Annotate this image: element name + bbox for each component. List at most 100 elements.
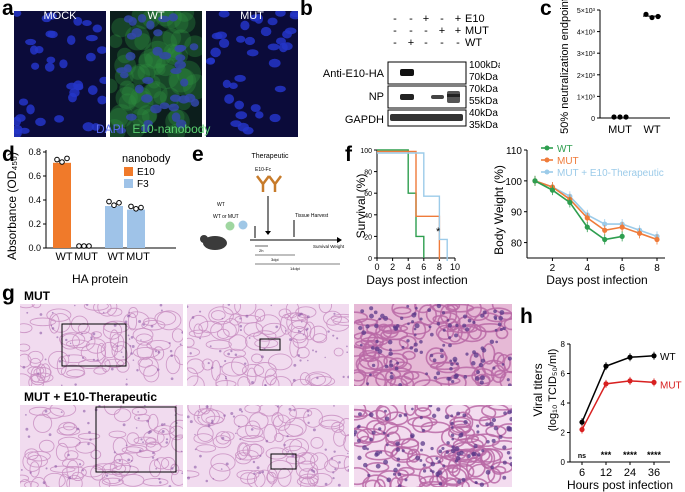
h-legend-label: MUT	[660, 380, 682, 391]
marker-100: 100kDa	[469, 60, 500, 71]
wt-image: WT	[110, 11, 202, 137]
dapi-legend: DAPI	[96, 122, 125, 136]
survival-xtick: 10	[450, 262, 460, 272]
histology-mut-mid	[187, 304, 349, 386]
h-legend-label: WT	[660, 352, 676, 363]
band-np-wt	[400, 94, 414, 100]
h-ytick: 2	[561, 429, 566, 438]
blot-box-np	[387, 85, 467, 109]
mouse-icon	[203, 236, 227, 250]
weight-legend-marker	[544, 145, 550, 151]
blot-label-ha: Anti-E10-HA	[323, 68, 385, 80]
e-endpoint-label: Survival Weight Loss Disease	[313, 244, 345, 249]
survival-ytick: 20	[364, 234, 372, 241]
d-ytick: 0.6	[28, 171, 41, 181]
antibody-icon	[256, 175, 282, 192]
survival-star: *	[436, 226, 441, 238]
western-blot: - - + - + E10- - - + + MUT- + - - - WT Anti-E10-HA NP G…	[323, 13, 500, 131]
h-line	[581, 380, 655, 430]
panel-letter-e: e	[192, 143, 204, 166]
weight-xtick: 4	[585, 263, 591, 274]
panel-letter-c: c	[540, 0, 552, 20]
survival-xtick: 4	[406, 262, 411, 272]
weight-ytick: 100	[505, 177, 522, 188]
survival-ytick: 60	[364, 191, 372, 198]
d-ytick: 0.4	[28, 195, 41, 205]
c-ytick: 1×10³	[577, 94, 596, 101]
weight-legend-label: MUT + E10-Therapeutic	[557, 168, 664, 179]
blot-mark: -	[440, 13, 444, 25]
blot-mark: -	[393, 37, 397, 49]
blot-condition-label: E10	[465, 13, 485, 25]
band-gapdh	[390, 114, 463, 121]
weight-legend-label: WT	[557, 144, 573, 155]
d-legend-e10: E10	[137, 167, 155, 178]
d-point	[106, 198, 112, 205]
d-bar	[53, 162, 71, 248]
blot-condition-label: MUT	[465, 25, 489, 37]
h-sig: ****	[647, 450, 662, 460]
c-point	[617, 114, 623, 120]
d-point	[116, 200, 122, 206]
mock-label: MOCK	[43, 11, 77, 22]
marker-40: 40kDa	[469, 108, 498, 119]
weight-legend-marker	[544, 169, 550, 175]
weight-line	[534, 180, 623, 241]
h-xtick: 36	[648, 467, 660, 479]
histology-mut-low	[20, 304, 183, 386]
d-bar	[127, 209, 145, 248]
h-ytick: 0	[561, 458, 566, 467]
d-ylabel: Absorbance (OD₄₅₀)	[5, 152, 19, 260]
c-ytick: 4×10³	[577, 30, 596, 37]
e-harvest-label: Tissue Harvest	[295, 213, 329, 219]
blot-mark: +	[423, 13, 429, 25]
blot-mark: -	[393, 25, 397, 37]
c-ytick: 2×10³	[577, 73, 596, 80]
d-point	[59, 159, 65, 165]
h-sig: ***	[601, 450, 612, 460]
weight-legend-label: MUT	[557, 156, 579, 167]
h-point	[627, 378, 633, 384]
c-point	[611, 114, 617, 120]
mut-nuclei	[206, 11, 298, 135]
wt-label: WT	[147, 11, 165, 22]
e-wt-label: WT	[217, 202, 225, 208]
e-therapeutic-label: Therapeutic	[252, 153, 289, 160]
survival-line	[377, 152, 448, 261]
blot-mark: -	[456, 37, 460, 49]
c-ytick: 5×10³	[577, 8, 596, 15]
d-xtick: MUT	[126, 251, 150, 263]
mut-label: MUT	[240, 11, 264, 22]
c-point	[643, 11, 649, 17]
d-point	[81, 243, 87, 249]
blot-label-gapdh: GAPDH	[345, 114, 384, 126]
mut-image: MUT	[206, 11, 298, 137]
e-2h-label: 2h	[259, 248, 263, 253]
weight-ylabel: Body Weight (%)	[492, 165, 506, 255]
h-point	[651, 353, 657, 359]
h-ylabel2: (log₁₀ TCID₅₀/ml)	[547, 349, 559, 431]
h-sig: ****	[623, 450, 638, 460]
d-ytick: 0.8	[28, 147, 41, 157]
d-legend-title: nanobody	[122, 153, 171, 165]
d-xtick: WT	[107, 251, 124, 263]
survival-ytick: 0	[368, 256, 372, 263]
c-xtick: WT	[643, 124, 660, 136]
band-np-mut	[431, 95, 444, 99]
d-point	[138, 204, 144, 211]
e-wt-or-mut-label: WT or MUT	[213, 214, 239, 220]
weight-ytick: 110	[506, 146, 522, 157]
d-ytick: 0.0	[28, 243, 41, 253]
survival-xlabel: Days post infection	[366, 273, 467, 287]
weight-xtick: 8	[654, 263, 660, 274]
histology-treated-low	[20, 405, 183, 487]
d-point	[54, 156, 60, 163]
blot-mark: -	[393, 13, 397, 25]
c-ylabel: 50% neutralization endpoint	[559, 0, 571, 134]
c-ytick: 3×10³	[577, 51, 596, 58]
h-point	[579, 426, 585, 433]
d-point	[128, 203, 134, 210]
blot-mark: +	[455, 25, 461, 37]
h-ytick: 4	[561, 399, 566, 408]
d-legend-e10-swatch	[124, 167, 133, 176]
